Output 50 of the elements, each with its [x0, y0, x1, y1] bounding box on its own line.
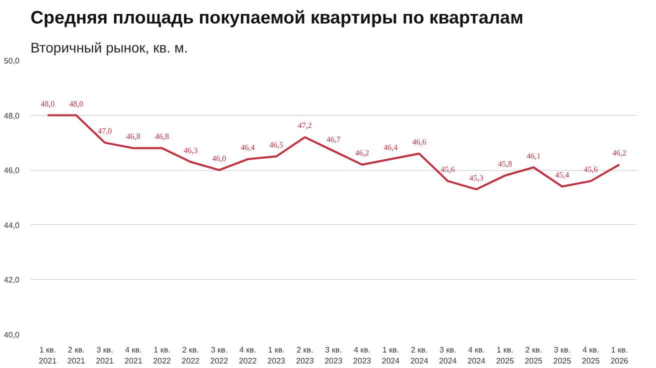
data-label: 45,6 [440, 165, 455, 174]
y-tick-label: 48,0 [4, 111, 20, 120]
x-tick-label: 4 кв. 2023 [353, 346, 372, 366]
data-label: 48,0 [69, 99, 84, 108]
x-tick-label: 3 кв. 2021 [96, 346, 114, 366]
data-label: 45,8 [498, 160, 512, 169]
data-label: 45,3 [469, 173, 484, 182]
data-label: 45,4 [555, 170, 570, 180]
chart-title: Средняя площадь покупаемой квартиры по кварталам [30, 8, 524, 28]
y-tick-label: 44,0 [4, 220, 20, 230]
x-tick-label: 4 кв. 2022 [238, 346, 258, 366]
x-tick-label: 4 кв. 2024 [468, 346, 486, 366]
y-tick-label: 50,0 [4, 56, 20, 66]
x-tick-label: 2 кв. 2024 [410, 346, 429, 366]
chart-subtitle: Вторичный рынок, кв. м. [30, 40, 188, 56]
data-label: 46,2 [355, 148, 370, 158]
x-tick-label: 1 кв. 2026 [610, 346, 629, 366]
y-tick-label: 40,0 [4, 330, 20, 340]
x-tick-label: 1 кв. 2022 [153, 346, 172, 366]
x-tick-label: 3 кв. 2023 [324, 346, 343, 366]
y-tick-label: 42,0 [4, 276, 20, 285]
data-label: 45,6 [584, 165, 598, 174]
data-label: 47,0 [98, 126, 112, 136]
x-tick-label: 3 кв. 2022 [210, 346, 229, 366]
x-tick-label: 1 кв. 2023 [267, 346, 286, 366]
x-tick-label: 2 кв. 2022 [182, 346, 200, 366]
data-label: 48,0 [40, 99, 55, 108]
data-label: 46,8 [126, 132, 140, 142]
data-label: 46,1 [526, 151, 541, 160]
x-tick-label: 4 кв. 2021 [124, 346, 143, 366]
data-label: 46,2 [612, 148, 626, 158]
data-label: 46,8 [154, 132, 169, 142]
data-label: 46,4 [384, 143, 398, 152]
x-tick-label: 2 кв. 2023 [296, 346, 314, 366]
x-tick-label: 2 кв. 2025 [524, 346, 544, 366]
x-tick-label: 3 кв. 2025 [553, 346, 572, 366]
x-tick-label: 3 кв. 2024 [438, 346, 458, 366]
data-label: 46,6 [412, 138, 426, 147]
x-tick-label: 1 кв. 2025 [496, 346, 514, 366]
data-label: 47,2 [298, 121, 312, 130]
x-tick-label: 1 кв. 2024 [382, 346, 400, 366]
data-label: 46,7 [326, 134, 340, 144]
x-tick-label: 1 кв. 2021 [38, 346, 58, 366]
y-tick-label: 46,0 [4, 166, 20, 176]
data-label: 46,4 [240, 143, 255, 152]
data-label: 46,5 [269, 140, 284, 150]
data-label: 46,0 [212, 154, 226, 164]
x-tick-label: 4 кв. 2025 [582, 346, 600, 366]
x-tick-label: 2 кв. 2021 [67, 346, 86, 366]
data-label: 46,3 [184, 146, 198, 155]
